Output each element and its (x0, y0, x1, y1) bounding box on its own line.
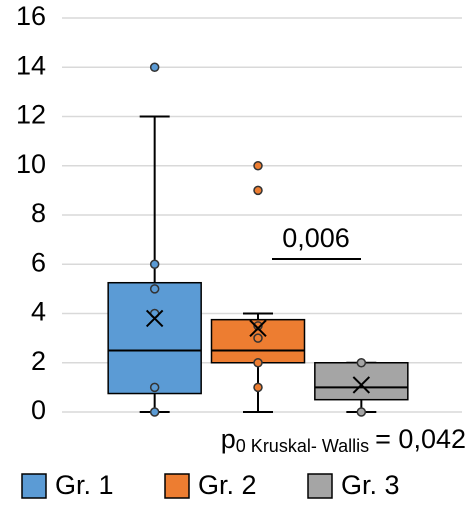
legend-swatch (21, 473, 47, 499)
data-point (253, 382, 263, 393)
data-point (356, 358, 367, 368)
legend-swatch (164, 473, 190, 499)
data-point (253, 185, 263, 196)
y-tick-label: 4 (31, 297, 46, 327)
y-tick-label: 12 (16, 100, 46, 130)
y-tick-label: 10 (16, 149, 46, 179)
legend-label: Gr. 1 (55, 470, 114, 500)
data-point (253, 161, 263, 171)
mean-marker (352, 376, 371, 394)
y-tick-label: 16 (16, 1, 46, 31)
mean-marker (145, 309, 164, 328)
test-annotation: p0 Kruskal- Wallis = 0,042 (221, 424, 466, 456)
comparison-label: 0,006 (282, 223, 350, 253)
y-tick-label: 2 (31, 346, 46, 376)
y-tick-label: 6 (31, 247, 46, 277)
mean-marker (249, 319, 267, 337)
test-value: = 0,042 (375, 424, 466, 454)
data-point (149, 284, 160, 294)
data-point (253, 333, 263, 343)
data-point (149, 62, 160, 72)
box (107, 281, 202, 395)
legend: Gr. 1 Gr. 2 Gr. 3 (21, 470, 400, 500)
box-group (107, 62, 202, 417)
boxes (107, 62, 409, 417)
test-name: 0 Kruskal- Wallis (236, 436, 369, 456)
legend-label: Gr. 3 (341, 470, 400, 500)
data-point (149, 259, 160, 269)
data-point (253, 321, 263, 331)
y-tick-label: 8 (31, 198, 46, 228)
y-tick-label: 0 (31, 395, 46, 425)
box (314, 362, 409, 401)
legend-swatch (307, 473, 333, 499)
legend-label: Gr. 2 (198, 470, 257, 500)
box-group (314, 358, 409, 417)
y-tick-label: 14 (16, 50, 46, 80)
data-point (149, 382, 160, 393)
data-point (149, 407, 160, 417)
box-group (210, 161, 306, 413)
data-point (356, 407, 367, 417)
test-p: p (221, 424, 236, 454)
data-point (253, 358, 263, 368)
